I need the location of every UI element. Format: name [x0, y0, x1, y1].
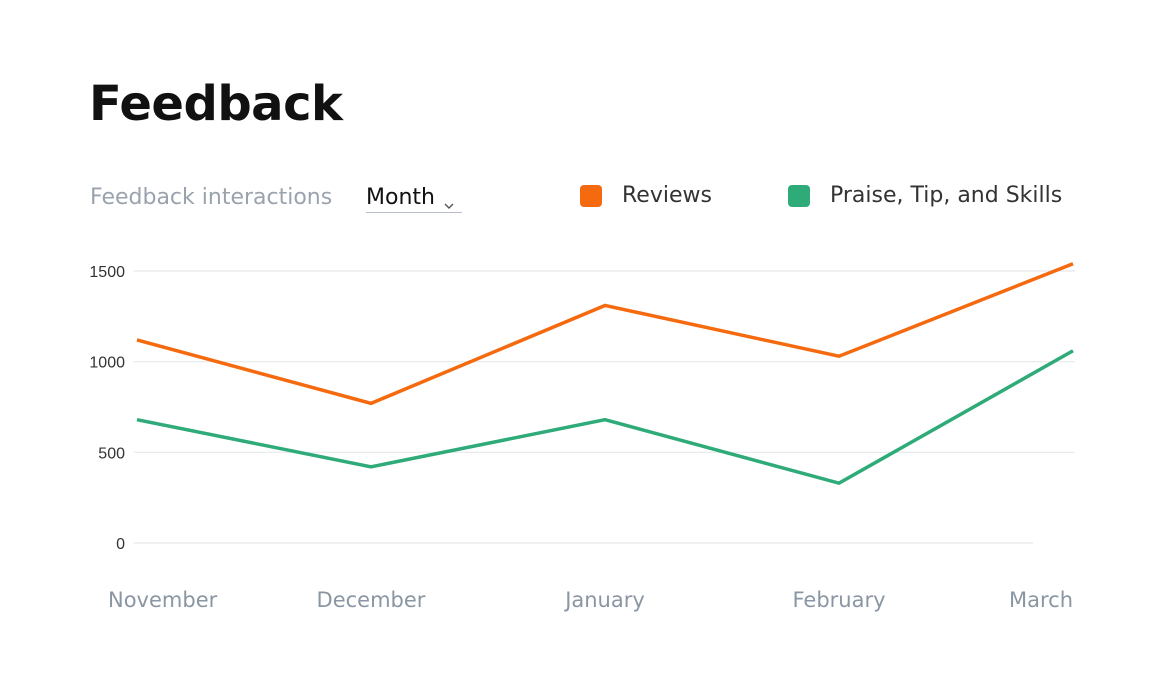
x-tick-label: January	[563, 588, 645, 612]
series-line-reviews	[136, 262, 1074, 406]
legend-item-reviews: Reviews	[580, 182, 712, 210]
legend-swatch-praise	[788, 185, 810, 207]
x-tick-label: February	[792, 588, 885, 612]
legend-label-praise: Praise, Tip, and Skills	[830, 183, 1063, 208]
x-tick-label: November	[108, 588, 218, 612]
y-tick-label: 1500	[89, 264, 125, 281]
page-title: Feedback	[89, 76, 343, 132]
x-tick-label: March	[1009, 588, 1073, 612]
period-dropdown-value: Month	[366, 185, 435, 210]
legend-item-praise: Praise, Tip, and Skills	[788, 182, 1062, 210]
legend-label-reviews: Reviews	[622, 183, 712, 208]
y-tick-label: 500	[98, 445, 125, 462]
period-dropdown[interactable]: Month	[366, 184, 462, 213]
series-line-praise	[136, 349, 1074, 486]
feedback-interactions-label: Feedback interactions	[90, 185, 333, 210]
chevron-down-icon	[443, 192, 455, 209]
y-tick-label: 1000	[89, 355, 125, 372]
x-tick-label: December	[317, 588, 426, 612]
legend-swatch-reviews	[580, 185, 602, 207]
y-tick-label: 0	[116, 536, 125, 553]
